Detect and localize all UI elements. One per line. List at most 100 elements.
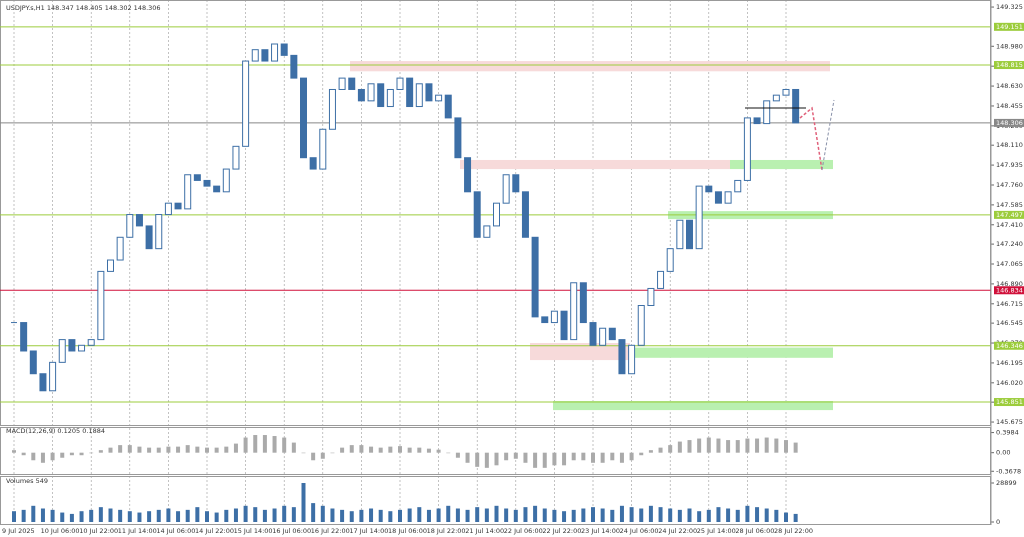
macd-bar [600,452,605,463]
level-label-box [994,61,1024,70]
macd-bar [166,446,171,453]
candle [232,145,240,170]
candle [724,191,732,204]
level-label: 148.306 [996,119,1023,127]
volume-bar [243,505,248,522]
macd-bar [648,450,653,453]
candle [550,310,558,324]
x-tick-label: 14 Jul 22:00 [195,527,234,535]
level-label: 149.151 [996,23,1023,31]
x-tick-label: 9 Jul 2025 [2,527,35,535]
macd-bar [793,442,798,453]
volume-bar [726,508,731,522]
macd-bar [484,452,489,468]
candle [743,117,751,181]
candle [261,49,269,62]
candle [531,236,539,318]
macd-bar [494,452,499,466]
candle [425,83,433,102]
volume-bar [359,509,364,522]
y-tick-label: 146.890 [996,280,1023,288]
volume-bar [69,513,74,522]
candle [473,191,481,238]
y-tick-label: 146.195 [996,359,1023,367]
candle [512,174,520,193]
x-tick-label: 28 Jul 06:00 [735,527,774,535]
macd-bar [735,440,740,453]
macd-bar [311,452,316,461]
volume-bar [98,507,103,522]
macd-bar [195,446,200,453]
macd-bar [552,452,557,466]
macd-bar [253,435,258,453]
candle [300,77,307,159]
y-tick-label: 0 [996,518,1000,526]
x-tick-label: 18 Jul 06:00 [388,527,427,535]
candle [309,157,317,170]
candle [39,373,47,392]
volume-bar [610,509,615,522]
y-tick-label: 148.110 [996,141,1023,149]
volume-bar [195,507,200,522]
candle [695,185,703,250]
candle [145,225,153,250]
volume-bar [523,507,528,522]
macd-bar [465,452,470,463]
macd-bar [12,450,16,453]
volume-bar [426,509,431,522]
volume-bar [455,508,460,522]
candle [782,88,790,96]
volume-bar [205,511,209,522]
y-tick-label: 146.545 [996,319,1023,327]
y-tick-label: 147.935 [996,161,1023,169]
volume-bar [21,509,26,522]
volume-bar [484,508,489,522]
candle [97,270,105,341]
y-tick-label: 28899 [996,479,1017,487]
candle [367,83,375,102]
y-tick-label: 146.715 [996,300,1023,308]
candle [328,88,336,130]
macd-bar [764,437,769,453]
x-tick-label: 24 Jul 22:00 [658,527,697,535]
macd-bar [291,442,296,453]
macd-bar [658,447,663,453]
macd-bar [137,446,142,453]
macd-bar [475,452,480,467]
candle [280,43,288,56]
volume-bar [465,509,470,522]
candle [714,191,722,204]
candle [734,179,742,193]
volume-bar [668,508,673,522]
macd-bar [156,447,161,453]
y-tick-label: 148.630 [996,82,1023,90]
candle [377,83,385,108]
level-label-box [994,341,1024,350]
candle [213,185,221,193]
x-tick-label: 23 Jul 14:00 [581,527,620,535]
macd-bar [407,447,412,453]
volume-bar [282,505,287,522]
volume-bar [784,512,788,522]
zone [460,159,730,170]
candle [415,83,423,108]
y-tick-label: 148.980 [996,42,1023,50]
candle [599,327,607,346]
x-tick-label: 25 Jul 14:00 [697,527,736,535]
price-axis [991,0,1024,537]
macd-bar [745,438,750,453]
macd-bar [629,452,634,461]
volume-bar [137,512,142,522]
candle [107,259,114,272]
candle [193,174,201,181]
zone [350,61,830,72]
y-tick-label: 0.00 [996,449,1010,457]
x-tick-label: 21 Jul 14:00 [465,527,504,535]
candle [29,350,37,375]
volume-bar [291,507,296,522]
volume-bar [639,508,644,522]
zone [530,343,630,361]
volume-bar [706,509,711,522]
macd-bar [147,447,152,453]
candle [570,282,578,341]
